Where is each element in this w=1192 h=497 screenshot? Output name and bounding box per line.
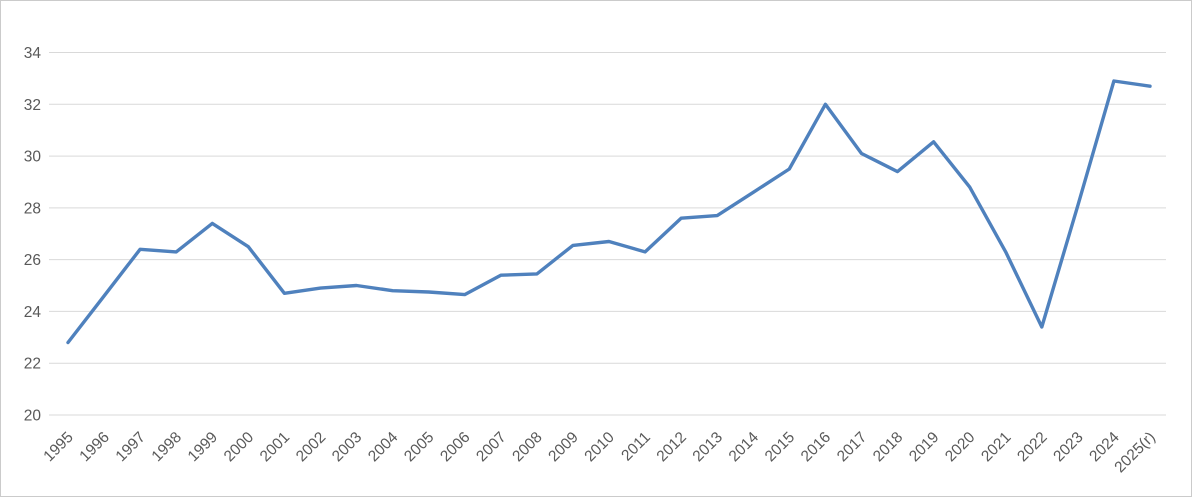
y-axis-tick-label: 20 bbox=[24, 408, 42, 425]
x-axis-tick-label: 2018 bbox=[870, 429, 906, 465]
y-axis-tick-label: 22 bbox=[24, 356, 41, 373]
y-axis-tick-label: 32 bbox=[24, 97, 41, 114]
x-axis-tick-label: 2022 bbox=[1014, 429, 1050, 465]
x-axis-tick-label: 2006 bbox=[437, 429, 473, 465]
x-axis-tick-label: 2019 bbox=[906, 429, 942, 465]
x-axis-tick-label: 1998 bbox=[149, 429, 185, 465]
y-axis-tick-label: 34 bbox=[24, 45, 42, 62]
x-axis-tick-label: 2008 bbox=[509, 429, 545, 465]
x-axis-tick-label: 2001 bbox=[257, 429, 293, 465]
x-axis-labels-group: 1995 1996 1997 1998 1999 2000 2001 2002 2003 2004… bbox=[40, 429, 1158, 477]
x-axis-tick-label: 2007 bbox=[473, 429, 509, 465]
y-axis-tick-label: 24 bbox=[24, 304, 42, 321]
x-axis-tick-label: 2020 bbox=[942, 429, 979, 466]
y-axis-tick-label: 28 bbox=[24, 200, 41, 217]
data-series-line bbox=[66, 79, 1152, 345]
x-axis-tick-label: 2011 bbox=[618, 429, 654, 465]
x-axis-tick-label: 2016 bbox=[798, 429, 834, 465]
x-axis-tick-label: 2012 bbox=[654, 429, 690, 465]
x-axis-tick-label: 1996 bbox=[76, 429, 112, 465]
x-axis-tick-label: 2023 bbox=[1050, 429, 1086, 465]
x-axis-tick-label: 2010 bbox=[581, 429, 618, 466]
x-axis-tick-label: 2005 bbox=[401, 429, 437, 465]
y-axis-tick-label: 26 bbox=[24, 252, 41, 269]
x-axis-tick-label: 2017 bbox=[834, 429, 870, 465]
x-axis-tick-label: 2002 bbox=[293, 429, 329, 465]
x-axis-tick-label: 2004 bbox=[365, 429, 402, 466]
x-axis-tick-label: 2015 bbox=[762, 429, 798, 465]
x-axis-tick-label: 2025(r) bbox=[1111, 429, 1158, 476]
y-axis-tick-label: 30 bbox=[24, 149, 42, 166]
x-axis-tick-label: 2000 bbox=[221, 429, 258, 466]
gridlines-group bbox=[49, 52, 1166, 416]
x-axis-tick-label: 2021 bbox=[978, 429, 1014, 465]
x-axis-tick-label: 2003 bbox=[329, 429, 365, 465]
x-axis-tick-label: 1995 bbox=[40, 429, 76, 465]
x-axis-tick-label: 1999 bbox=[185, 429, 221, 465]
x-axis-tick-label: 2014 bbox=[726, 429, 763, 466]
x-axis-tick-label: 2009 bbox=[545, 429, 581, 465]
x-axis-tick-label: 2013 bbox=[690, 429, 726, 465]
x-axis-tick-label: 1997 bbox=[113, 429, 149, 465]
data-series-group bbox=[66, 79, 1152, 345]
y-axis-labels-group: 20 22 24 26 28 30 32 34 bbox=[24, 45, 42, 425]
